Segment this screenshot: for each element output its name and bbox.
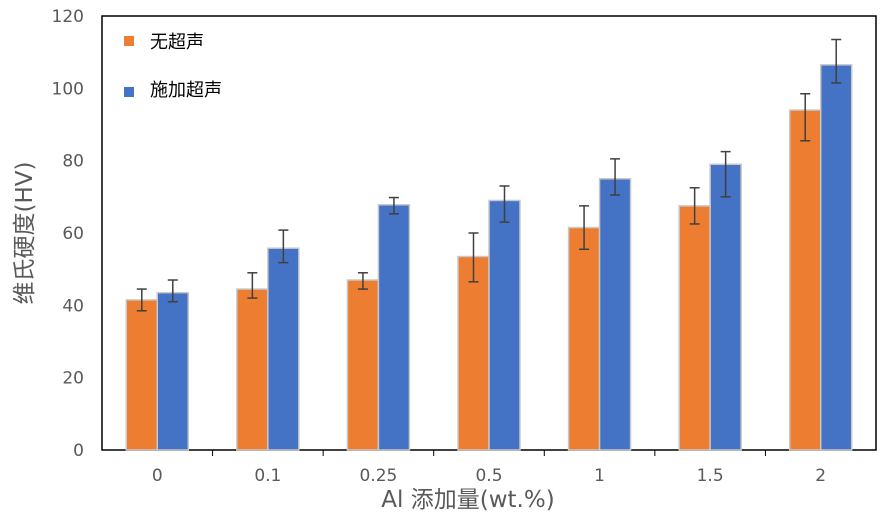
x-tick-label: 2 xyxy=(815,466,826,486)
y-tick-label: 120 xyxy=(52,7,84,27)
bar-ultrasound-3 xyxy=(488,199,521,451)
y-tick-label: 60 xyxy=(62,224,84,244)
x-tick-label: 0.1 xyxy=(254,466,281,486)
bar-ultrasound-0 xyxy=(156,291,190,451)
bar-no-ultrasound-1 xyxy=(236,288,269,451)
error-bar-no-ultrasound-2 xyxy=(357,272,368,290)
x-tick-label: 0 xyxy=(152,466,163,486)
y-tick-label: 20 xyxy=(62,369,84,389)
x-tick-label: 1.5 xyxy=(697,466,724,486)
x-tick-label: 1 xyxy=(594,466,605,486)
error-bar-ultrasound-6 xyxy=(831,38,842,84)
y-axis-title: 维氏硬度(HV) xyxy=(12,162,38,305)
error-bar-ultrasound-1 xyxy=(278,229,289,264)
error-bar-no-ultrasound-4 xyxy=(579,205,590,251)
legend-swatch-no-ultrasound xyxy=(124,36,134,46)
bar-no-ultrasound-3 xyxy=(457,255,490,451)
error-bar-ultrasound-5 xyxy=(720,150,731,198)
bar-no-ultrasound-6 xyxy=(788,109,822,451)
y-tick-label: 100 xyxy=(52,79,84,99)
y-tick-label: 80 xyxy=(62,152,84,172)
y-tick-label: 40 xyxy=(62,296,84,316)
error-bar-no-ultrasound-6 xyxy=(800,93,811,142)
x-tick-label: 0.25 xyxy=(359,466,397,486)
error-bar-ultrasound-4 xyxy=(610,158,621,196)
legend-label-no-ultrasound: 无超声 xyxy=(150,32,204,53)
bar-ultrasound-2 xyxy=(377,204,411,451)
bar-no-ultrasound-0 xyxy=(125,299,159,451)
error-bar-no-ultrasound-5 xyxy=(689,187,700,225)
error-bar-no-ultrasound-1 xyxy=(247,272,258,299)
x-tick-marks xyxy=(212,450,766,456)
bars-layer xyxy=(125,64,853,451)
error-bars-layer xyxy=(136,38,842,312)
x-axis-title: Al 添加量(wt.%) xyxy=(381,487,554,513)
error-bar-no-ultrasound-3 xyxy=(468,232,479,283)
bar-no-ultrasound-5 xyxy=(678,205,711,451)
bar-no-ultrasound-4 xyxy=(567,226,601,451)
bar-ultrasound-6 xyxy=(819,64,853,451)
error-bar-ultrasound-0 xyxy=(167,279,178,303)
error-bar-ultrasound-2 xyxy=(388,196,399,215)
y-tick-labels: 0 20 40 60 80 100 120 xyxy=(52,7,84,461)
y-tick-label: 0 xyxy=(73,441,84,461)
error-bar-ultrasound-3 xyxy=(499,185,510,223)
bar-ultrasound-1 xyxy=(267,247,300,451)
bar-ultrasound-5 xyxy=(709,163,742,451)
legend-swatch-ultrasound xyxy=(124,87,134,97)
legend-label-ultrasound: 施加超声 xyxy=(150,80,222,101)
x-tick-label: 0.5 xyxy=(475,466,502,486)
bar-no-ultrasound-2 xyxy=(346,279,380,451)
x-tick-labels: 0 0.1 0.25 0.5 1 1.5 2 xyxy=(152,466,826,486)
error-bar-no-ultrasound-0 xyxy=(136,288,147,312)
legend: 无超声 施加超声 xyxy=(124,32,222,101)
bar-ultrasound-4 xyxy=(598,178,632,451)
